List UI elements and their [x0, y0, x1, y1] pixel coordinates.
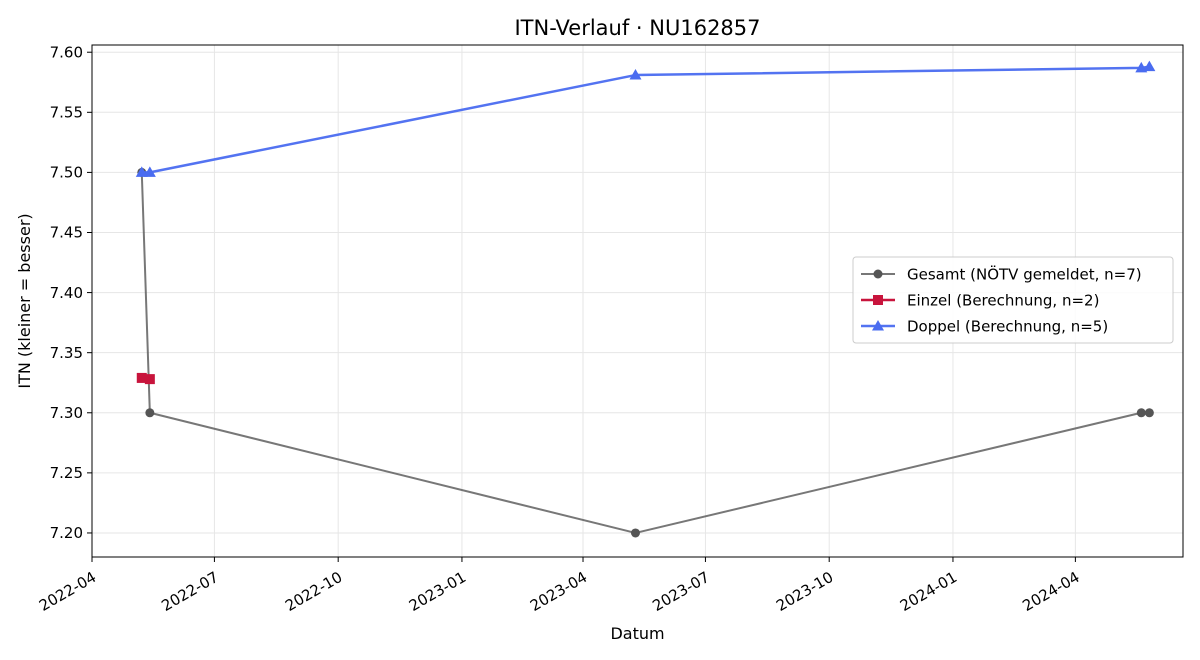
x-tick-label: 2022-07: [158, 568, 221, 615]
series-triangle: [135, 60, 1156, 177]
x-tick-label: 2023-10: [773, 568, 836, 615]
legend-marker: [873, 269, 883, 279]
x-tick-label: 2022-04: [36, 568, 99, 615]
y-tick-label: 7.45: [50, 224, 83, 242]
y-tick-label: 7.25: [50, 464, 83, 482]
x-tick-label: 2023-07: [649, 568, 712, 615]
data-point: [1136, 408, 1146, 418]
legend-label: Doppel (Berechnung, n=5): [907, 317, 1108, 335]
x-tick-label: 2022-10: [282, 568, 345, 615]
y-tick-label: 7.50: [50, 164, 83, 182]
legend-label: Einzel (Berechnung, n=2): [907, 291, 1099, 309]
data-point: [630, 528, 640, 538]
x-axis-ticks: 2022-04 2022-07 2022-10 2023-01 2023-04 2023-…: [36, 557, 1083, 615]
y-tick-label: 7.30: [50, 404, 83, 422]
data-point: [1143, 60, 1156, 72]
plot-frame: [91, 44, 1184, 558]
y-tick-label: 7.40: [50, 284, 83, 302]
x-axis-title: Datum: [610, 624, 664, 643]
chart-title: ITN-Verlauf · NU162857: [514, 16, 760, 40]
legend-marker: [873, 295, 883, 305]
legend-marker: [872, 320, 884, 331]
y-tick-label: 7.55: [50, 104, 83, 122]
y-axis-title: ITN (kleiner = besser): [15, 213, 34, 388]
legend-label: Gesamt (NÖTV gemeldet, n=7): [907, 264, 1142, 283]
data-point: [145, 408, 155, 418]
legend: Gesamt (NÖTV gemeldet, n=7) Einzel (Berec…: [852, 256, 1174, 344]
x-tick-label: 2023-04: [527, 568, 590, 615]
y-tick-label: 7.20: [50, 524, 83, 542]
legend-box: [852, 256, 1174, 344]
series-layer: [135, 60, 1156, 538]
data-point: [143, 166, 156, 177]
data-point: [135, 166, 148, 177]
data-point: [1144, 408, 1154, 418]
series-line: [141, 65, 1150, 174]
data-point: [629, 69, 642, 80]
x-tick-label: 2024-01: [897, 568, 960, 615]
x-tick-label: 2023-01: [406, 568, 469, 615]
series-square: [136, 372, 155, 385]
y-tick-label: 7.35: [50, 344, 83, 362]
y-axis-ticks: 7.20 7.25 7.30 7.35 7.40 7.45 7.50 7.55 7.60: [50, 43, 92, 542]
data-point: [136, 372, 147, 383]
data-point: [144, 374, 155, 385]
y-tick-label: 7.60: [50, 43, 83, 61]
x-tick-label: 2024-04: [1019, 568, 1082, 615]
